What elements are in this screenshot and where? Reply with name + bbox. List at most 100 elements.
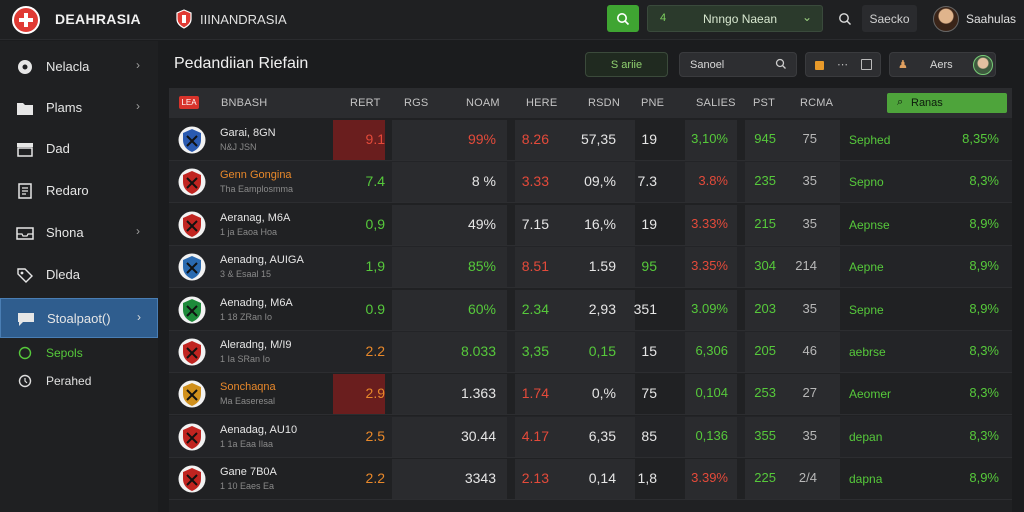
column-header[interactable]: NOAM <box>466 97 500 109</box>
team-name[interactable]: Genn Gongina <box>220 169 292 182</box>
table-cell: 09,% <box>584 173 616 190</box>
column-header[interactable]: PNE <box>641 97 665 109</box>
search-icon <box>839 12 851 25</box>
table-cell: 205 <box>754 343 776 358</box>
sidebar-subitem-sepols[interactable]: Sepols <box>0 339 158 367</box>
chevron-right-icon: › <box>136 99 140 113</box>
avatar[interactable] <box>933 6 959 32</box>
column-header[interactable]: RCMA <box>800 97 834 109</box>
breadcrumb[interactable]: IIINANDRASIA <box>200 12 287 27</box>
search-icon <box>617 12 630 25</box>
table-cell: 0,104 <box>695 385 728 401</box>
top-search-button[interactable] <box>833 5 857 32</box>
team-name[interactable]: Aenadag, AU10 <box>220 423 298 436</box>
table-row[interactable]: Aleradng, M/I91 Ia SRan Io2.21,28.0333,3… <box>169 331 1012 373</box>
team-subtitle: 1 ja Eaoa Hoa <box>220 226 278 237</box>
table-cell: 27 <box>802 385 817 401</box>
column-header[interactable]: HERE <box>526 97 558 109</box>
more-icon[interactable]: ⋯ <box>837 59 848 71</box>
sidebar-subitem-perahed[interactable]: Perahed <box>0 367 158 395</box>
cell-background <box>392 204 507 245</box>
search-input[interactable]: Sanoel <box>679 52 797 77</box>
cell-background <box>745 459 840 500</box>
team-crest-icon <box>178 338 206 366</box>
table-cell: 6,35 <box>588 427 616 444</box>
sidebar-item-redaro[interactable]: Redaro <box>0 171 158 211</box>
team-crest-icon <box>178 380 206 408</box>
chat-icon <box>18 313 34 326</box>
team-name[interactable]: Aenadng, AUIGA <box>220 254 304 267</box>
table-cell: 253 <box>754 385 776 401</box>
folder-icon <box>17 103 33 115</box>
circle-icon <box>18 346 32 360</box>
team-name[interactable]: Gane 7B0A <box>220 466 277 479</box>
team-name[interactable]: Aenadng, M6A <box>220 296 293 309</box>
action-button[interactable]: ⌕ Ranas <box>887 93 1007 113</box>
profile-menu[interactable]: ♟ Aers <box>889 52 996 77</box>
sidebar-item-dad[interactable]: Dad <box>0 129 158 169</box>
table-cell: 57,35 <box>580 131 616 147</box>
sidebar-item-dleda[interactable]: Dleda <box>0 255 158 295</box>
table-cell: 15 <box>641 343 657 359</box>
table-cell: 0.9 <box>365 300 385 317</box>
table-cell: 0,136 <box>695 427 728 443</box>
app-logo[interactable] <box>12 6 40 34</box>
sidebar-item-plams[interactable]: Plams › <box>0 88 158 128</box>
table-cell: 1.74 <box>521 385 549 402</box>
table-cell: 8,9% <box>969 215 999 231</box>
table-cell: 2.2 <box>365 470 385 487</box>
table-cell: 8,3% <box>969 427 999 443</box>
league-select[interactable]: 4 Nnngo Naean ⌄ <box>647 5 823 32</box>
team-subtitle: Ma Easeresal <box>220 396 276 407</box>
team-subtitle: 1 1a Eaa Ilaa <box>220 438 274 449</box>
team-name[interactable]: Aeranag, M6A <box>220 211 291 224</box>
sidebar-item-label: Redaro <box>46 183 89 198</box>
table-cell: 3,35 <box>521 343 549 359</box>
column-header[interactable]: RGS <box>404 97 429 109</box>
cell-background <box>685 332 737 372</box>
app-title: DEAHRASIA <box>55 11 141 27</box>
column-header[interactable]: PST <box>753 97 775 109</box>
column-header[interactable]: BNBASH <box>221 97 268 109</box>
cross-icon <box>19 13 33 27</box>
table-cell: 1,8 <box>637 470 657 487</box>
column-header[interactable]: RSDN <box>588 97 620 109</box>
color-swatch-icon[interactable] <box>815 61 824 70</box>
search-label-button[interactable]: Saecko <box>862 5 917 32</box>
square-icon[interactable] <box>861 59 872 70</box>
table-header: LEA BNBASH RERT RGS NOAM HERE RSDN PNE S… <box>169 88 1012 118</box>
table-cell: 2.9 <box>365 385 385 402</box>
table-cell: 99% <box>467 131 496 147</box>
table-cell: 203 <box>754 300 776 316</box>
team-subtitle: 1 Ia SRan Io <box>220 354 271 364</box>
sidebar-item-shona[interactable]: Shona › <box>0 213 158 253</box>
table-cell: 30.44 <box>460 427 496 444</box>
column-header[interactable]: SALIES <box>696 97 736 109</box>
team-name[interactable]: Aleradng, M/I9 <box>220 339 292 351</box>
table-cell: 2/4 <box>798 470 817 486</box>
team-name[interactable]: Sonchaqna <box>220 381 276 394</box>
table-cell: 7.4 <box>365 173 385 190</box>
search-button[interactable] <box>607 5 639 32</box>
column-header[interactable]: RERT <box>350 97 381 109</box>
filter-button[interactable]: S ariie <box>585 52 668 77</box>
team-crest-icon <box>178 465 206 493</box>
chevron-right-icon: › <box>136 224 140 238</box>
cell-background <box>515 247 635 288</box>
sidebar-item-stoalpaot[interactable]: Stoalpaot() › <box>0 298 158 338</box>
table-cell: 7.15 <box>521 215 549 232</box>
table-cell: 35 <box>802 215 817 231</box>
team-name[interactable]: Garai, 8GN <box>220 127 276 139</box>
table-cell: 6,306 <box>695 343 728 358</box>
sidebar-item-nelacla[interactable]: Nelacla › <box>0 47 158 87</box>
user-name[interactable]: Saahulas <box>966 12 1017 26</box>
cell-background <box>515 416 635 457</box>
